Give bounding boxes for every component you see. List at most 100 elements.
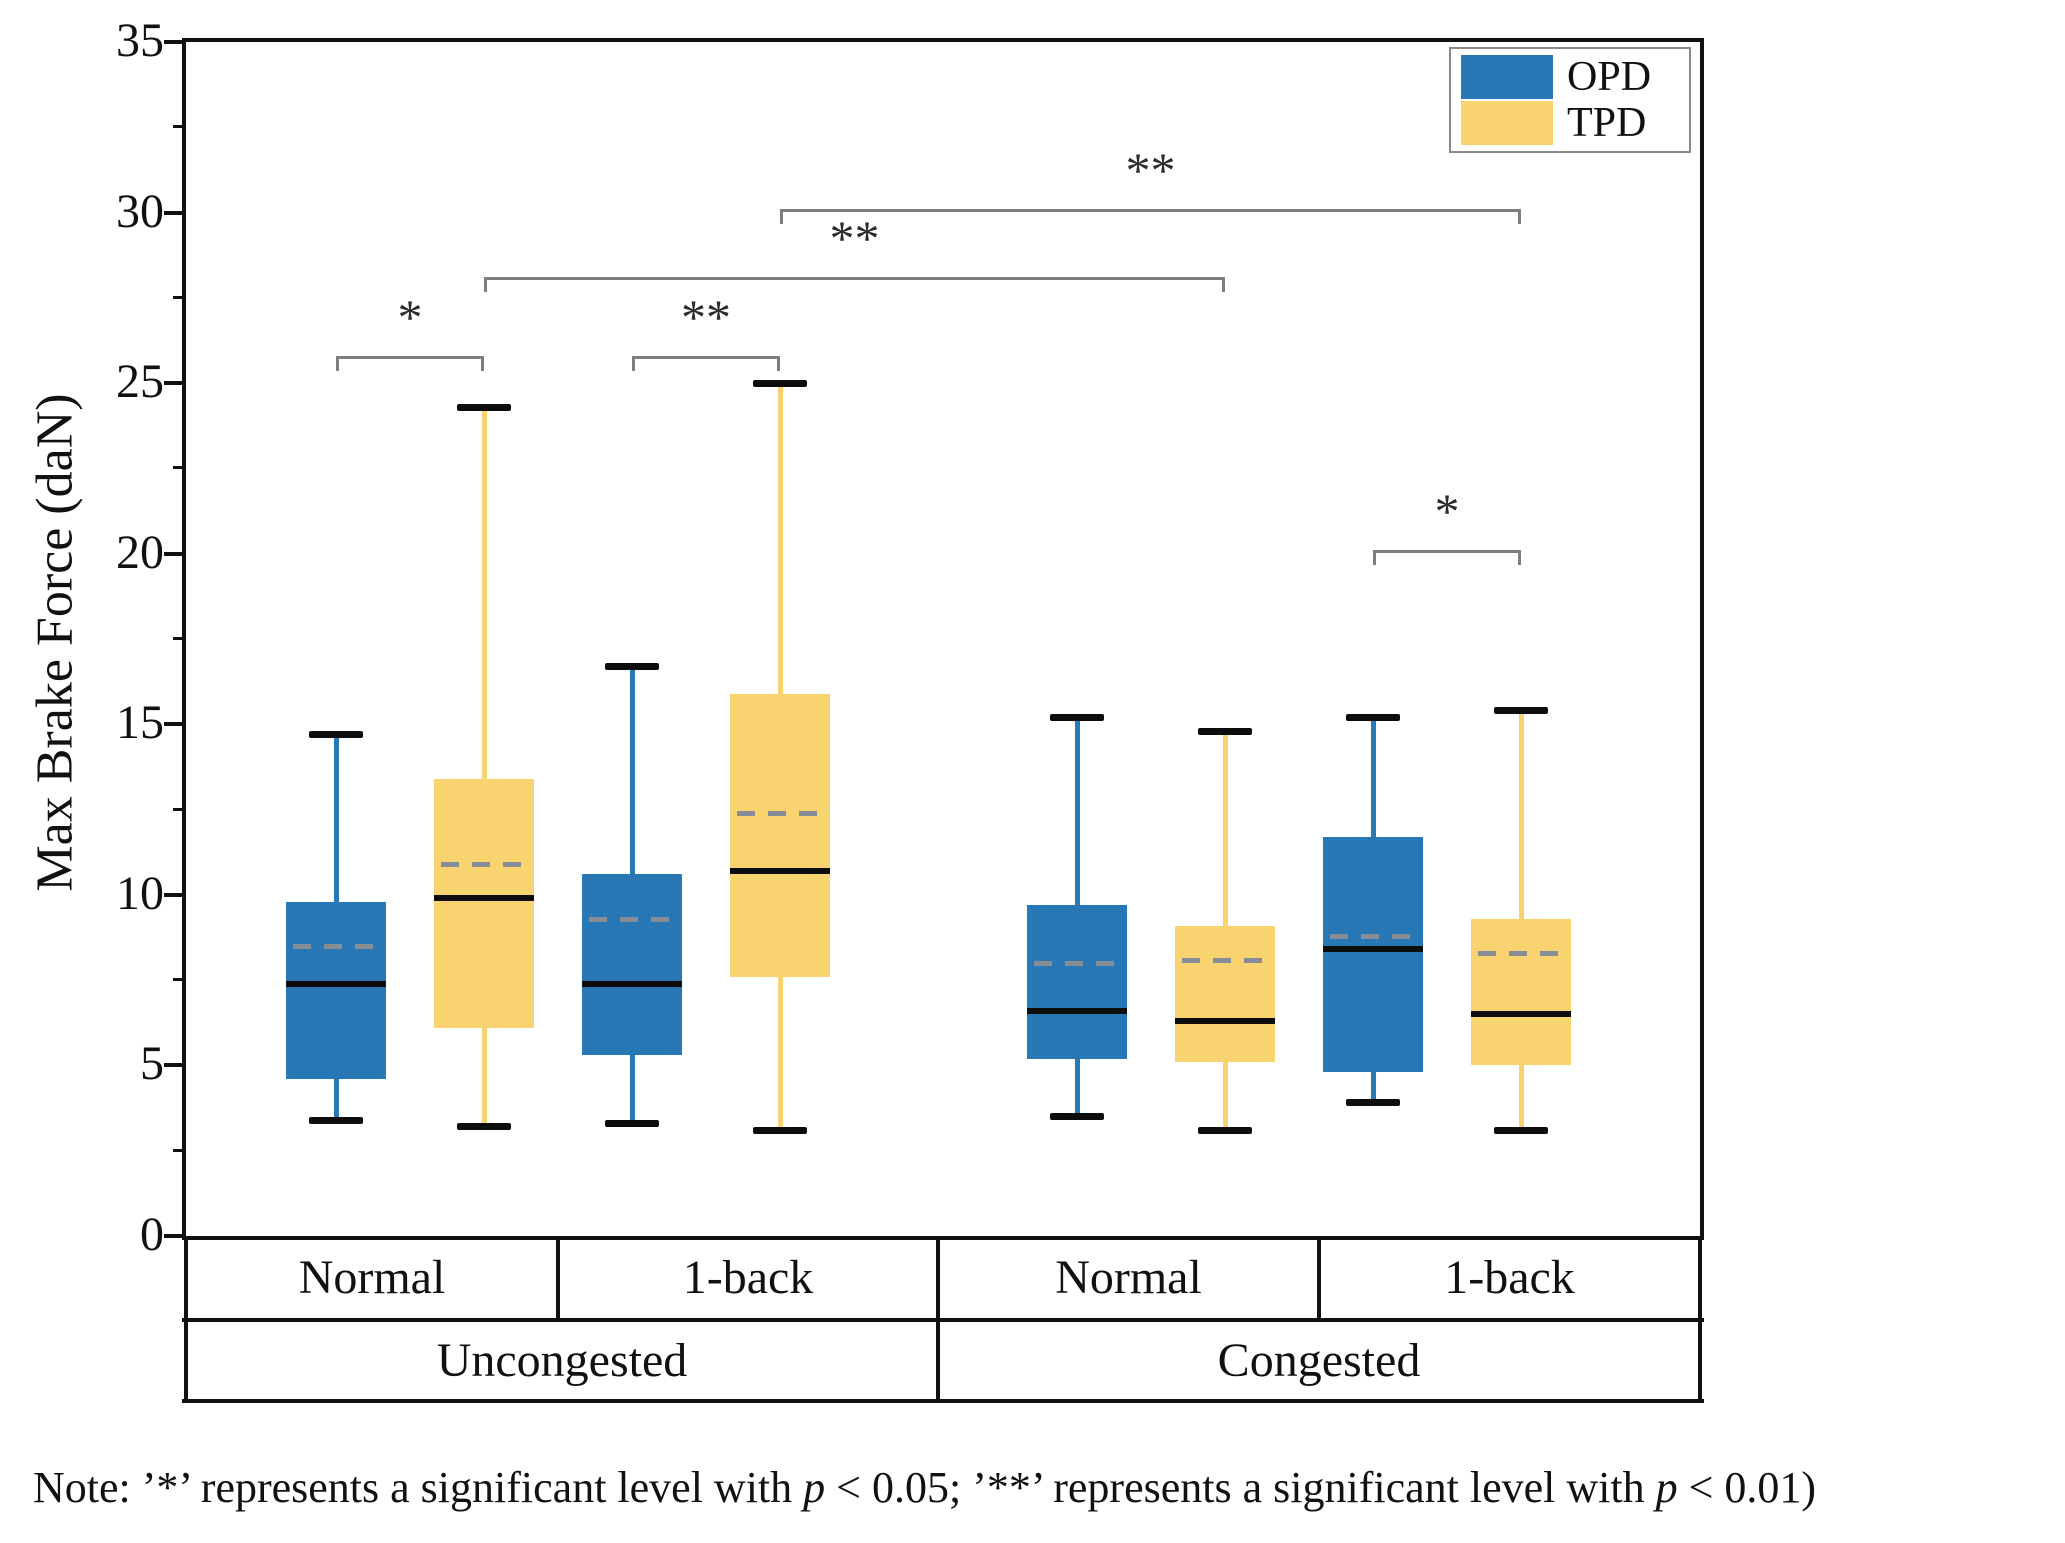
- y-major-tick: [164, 210, 186, 215]
- whisker-cap-high-tpd-congested-normal: [1198, 727, 1252, 735]
- whisker-lower-tpd-uncongested-1-back: [777, 976, 783, 1131]
- y-minor-tick: [173, 1148, 186, 1152]
- y-major-tick: [164, 722, 186, 727]
- median-line-opd-uncongested-1-back: [582, 980, 682, 987]
- table-vline-row1-3: [1317, 1236, 1321, 1320]
- whisker-upper-tpd-uncongested-normal: [481, 407, 487, 779]
- y-major-tick: [164, 1234, 186, 1238]
- whisker-cap-low-tpd-uncongested-normal: [457, 1123, 511, 1131]
- whisker-cap-high-opd-congested-normal: [1050, 713, 1104, 721]
- y-tick-label: 15: [116, 696, 164, 750]
- box-opd-uncongested-normal: [286, 901, 386, 1080]
- significance-label-3: **: [1125, 142, 1176, 199]
- significance-bracket-1: [632, 355, 780, 371]
- y-major-tick: [164, 892, 186, 897]
- whisker-lower-opd-uncongested-normal: [333, 1079, 339, 1120]
- table-vline-row2-0: [184, 1320, 188, 1401]
- legend-item-tpd: TPD: [1461, 101, 1679, 145]
- legend-label: TPD: [1567, 100, 1647, 146]
- box-tpd-uncongested-1-back: [730, 693, 830, 977]
- whisker-cap-low-opd-congested-normal: [1050, 1113, 1104, 1121]
- whisker-cap-high-tpd-congested-1-back: [1494, 707, 1548, 715]
- box-tpd-uncongested-normal: [434, 778, 534, 1028]
- task-cell-3: 1-back: [1444, 1251, 1575, 1304]
- whisker-upper-opd-congested-1-back: [1370, 717, 1376, 837]
- median-line-opd-congested-1-back: [1323, 946, 1423, 953]
- whisker-lower-opd-uncongested-1-back: [629, 1055, 635, 1124]
- y-minor-tick: [173, 807, 186, 811]
- y-tick-label: 35: [116, 14, 164, 67]
- legend-item-opd: OPD: [1461, 55, 1679, 99]
- note-p-symbol: p: [1655, 1463, 1678, 1512]
- y-tick-label: 20: [116, 525, 164, 579]
- task-cell-0: Normal: [298, 1251, 446, 1304]
- median-line-tpd-uncongested-1-back: [730, 867, 830, 874]
- y-minor-tick: [173, 466, 186, 470]
- whisker-cap-high-opd-uncongested-1-back: [605, 662, 659, 670]
- y-minor-tick: [173, 978, 186, 982]
- y-major-tick: [164, 381, 186, 386]
- whisker-cap-low-tpd-uncongested-1-back: [753, 1126, 807, 1134]
- box-tpd-congested-1-back: [1471, 918, 1571, 1066]
- y-tick-label: 30: [116, 184, 164, 238]
- table-vline-row1-1: [556, 1236, 560, 1320]
- table-vline-row2-1: [936, 1320, 940, 1401]
- whisker-cap-low-tpd-congested-1-back: [1494, 1126, 1548, 1134]
- median-line-tpd-congested-normal: [1175, 1018, 1275, 1025]
- significance-label-4: *: [1434, 483, 1460, 540]
- legend: OPD TPD: [1449, 47, 1691, 153]
- significance-bracket-4: [1373, 550, 1521, 566]
- whisker-upper-tpd-uncongested-1-back: [777, 383, 783, 694]
- whisker-cap-high-tpd-uncongested-1-back: [753, 379, 807, 387]
- y-tick-label: 25: [116, 355, 164, 409]
- whisker-upper-opd-congested-normal: [1074, 717, 1080, 906]
- mean-line-tpd-uncongested-normal: [441, 862, 527, 868]
- task-cell-2: Normal: [1055, 1251, 1202, 1304]
- whisker-cap-high-tpd-uncongested-normal: [457, 403, 511, 411]
- box-opd-uncongested-1-back: [582, 874, 682, 1056]
- note-text-segment: < 0.05; ’**’ represents a significant le…: [825, 1463, 1656, 1512]
- whisker-lower-tpd-congested-normal: [1222, 1062, 1228, 1131]
- whisker-lower-tpd-uncongested-normal: [481, 1027, 487, 1127]
- condition-cell-1: Congested: [1217, 1333, 1421, 1387]
- condition-cell-0: Uncongested: [436, 1333, 688, 1387]
- mean-line-tpd-congested-normal: [1182, 957, 1268, 963]
- mean-line-opd-uncongested-normal: [293, 944, 379, 950]
- whisker-cap-low-opd-congested-1-back: [1346, 1099, 1400, 1107]
- box-opd-congested-normal: [1027, 905, 1127, 1059]
- table-vline-row2-2: [1698, 1320, 1702, 1401]
- median-line-tpd-congested-1-back: [1471, 1011, 1571, 1018]
- mean-line-opd-congested-1-back: [1330, 933, 1416, 939]
- note-text: Note: ’*’ represents a significant level…: [33, 1462, 1816, 1513]
- whisker-upper-tpd-congested-normal: [1222, 731, 1228, 926]
- whisker-upper-opd-uncongested-1-back: [629, 666, 635, 875]
- whisker-lower-opd-congested-normal: [1074, 1058, 1080, 1117]
- table-vline-row1-0: [184, 1236, 188, 1320]
- y-major-tick: [164, 551, 186, 556]
- legend-label: OPD: [1567, 54, 1652, 100]
- whisker-upper-opd-uncongested-normal: [333, 734, 339, 902]
- significance-label-2: **: [829, 210, 880, 267]
- table-hline-2: [182, 1399, 1704, 1403]
- whisker-cap-low-tpd-congested-normal: [1198, 1126, 1252, 1134]
- whisker-cap-low-opd-uncongested-normal: [309, 1116, 363, 1124]
- note-text-segment: < 0.01): [1677, 1463, 1817, 1512]
- whisker-cap-high-opd-uncongested-normal: [309, 731, 363, 739]
- significance-label-1: **: [681, 288, 731, 345]
- box-tpd-congested-normal: [1175, 925, 1275, 1062]
- y-major-tick: [164, 40, 186, 44]
- table-vline-row1-2: [936, 1236, 940, 1320]
- note-text-segment: Note: ’*’ represents a significant level…: [33, 1463, 804, 1512]
- whisker-cap-low-opd-uncongested-1-back: [605, 1119, 659, 1127]
- y-axis-title: Max Brake Force (daN): [26, 393, 84, 892]
- whisker-lower-opd-congested-1-back: [1370, 1072, 1376, 1103]
- significance-label-0: *: [397, 288, 423, 345]
- mean-line-opd-uncongested-1-back: [589, 916, 675, 922]
- mean-line-tpd-uncongested-1-back: [737, 810, 823, 816]
- table-vline-row1-4: [1698, 1236, 1702, 1320]
- median-line-tpd-uncongested-normal: [434, 895, 534, 902]
- y-tick-label: 5: [140, 1037, 164, 1091]
- whisker-upper-tpd-congested-1-back: [1518, 710, 1524, 919]
